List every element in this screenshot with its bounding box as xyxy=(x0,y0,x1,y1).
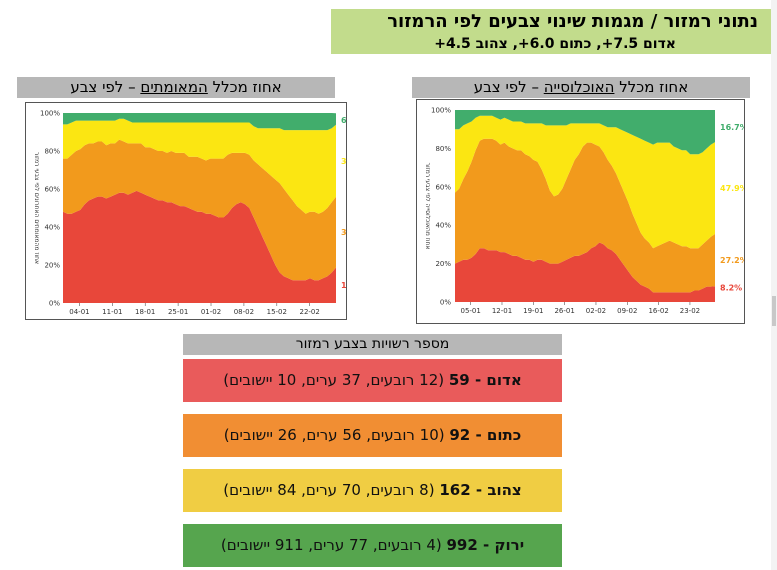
population-chart-svg: 0% 20% 40% 60% 80% 100% 05-01 12-01 19-01 26-01 02… xyxy=(424,107,744,316)
authority-details: (8 רובעים, 70 ערים, 84 יישובים) xyxy=(223,481,440,499)
authority-separator: - xyxy=(477,536,495,554)
series-end-label: 37.2% xyxy=(341,228,346,237)
y-tick-label: 40% xyxy=(44,224,60,232)
x-tick-label: 12-01 xyxy=(492,307,512,315)
authority-color-name: צהוב xyxy=(487,481,522,499)
area-green xyxy=(63,113,336,131)
area-yellow xyxy=(63,118,336,214)
y-tick-label: 0% xyxy=(49,300,60,308)
y-tick-label: 20% xyxy=(435,260,451,268)
x-tick-label: 05-01 xyxy=(460,307,480,315)
y-tick-label: 80% xyxy=(435,145,451,153)
x-tick-label: 08-02 xyxy=(234,308,254,316)
y-axis-label: אחוז מהאוכלוסייה לפי צבעי רמזור xyxy=(424,163,431,250)
authority-count: 59 xyxy=(448,371,470,389)
authority-details: (12 רובעים, 37 ערים, 10 יישובים) xyxy=(223,371,449,389)
authority-color-name: ירוק xyxy=(494,536,525,554)
y-tick-label: 0% xyxy=(440,299,451,307)
authority-row-2: צהוב - 162 (8 רובעים, 70 ערים, 84 יישובי… xyxy=(183,469,562,512)
authority-row-3: ירוק - 992 (4 רובעים, 77 ערים, 911 יישוב… xyxy=(183,524,562,567)
authority-details: (10 רובעים, 56 ערים, 26 יישובים) xyxy=(223,426,450,444)
authority-color-count: צהוב - 162 xyxy=(439,481,521,499)
y-tick-label: 80% xyxy=(44,148,60,156)
authority-separator: - xyxy=(470,426,487,444)
authority-row-1: כתום - 92 (10 רובעים, 56 ערים, 26 יישובי… xyxy=(183,414,562,457)
confirmed-header-underlined: המאומתים xyxy=(140,78,208,96)
population-header-underlined: האוכלוסייה xyxy=(543,78,615,96)
authority-separator: - xyxy=(470,481,488,499)
x-tick-label: 22-02 xyxy=(300,308,320,316)
x-tick-label: 19-01 xyxy=(523,307,543,315)
confirmed-chart-header: אחוז מכלל המאומתים – לפי צבע xyxy=(17,77,335,98)
area-red xyxy=(455,242,715,302)
population-header-post: – לפי צבע xyxy=(473,78,544,96)
x-tick-label: 02-02 xyxy=(586,307,606,315)
population-chart: 0% 20% 40% 60% 80% 100% 05-01 12-01 19-01 26-01 02… xyxy=(416,99,745,324)
page-title: נתוני רמזור / מגמות שינוי צבעים לפי הרמז… xyxy=(387,11,758,32)
series-end-label: 6.1% xyxy=(341,116,346,125)
authority-row-0: אדום - 59 (12 רובעים, 37 ערים, 10 יישובי… xyxy=(183,359,562,402)
x-tick-label: 26-01 xyxy=(554,307,574,315)
x-tick-label: 18-01 xyxy=(135,308,155,316)
population-header-pre: אחוז מכלל xyxy=(614,78,689,96)
y-tick-label: 20% xyxy=(44,262,60,270)
x-tick-label: 04-01 xyxy=(69,308,89,316)
series-end-label: 8.2% xyxy=(720,283,742,292)
area-green xyxy=(455,110,715,155)
x-tick-label: 23-02 xyxy=(680,307,700,315)
area-orange xyxy=(63,139,336,281)
authority-separator: - xyxy=(469,371,487,389)
x-tick-label: 11-01 xyxy=(102,308,122,316)
authority-count: 162 xyxy=(439,481,471,499)
authority-count: 92 xyxy=(449,426,471,444)
confirmed-header-pre: אחוז מכלל xyxy=(207,78,282,96)
title-box: נתוני רמזור / מגמות שינוי צבעים לפי הרמז… xyxy=(331,9,771,54)
series-end-label: 18.7% xyxy=(341,281,346,290)
population-chart-header: אחוז מכלל האוכלוסייה – לפי צבע xyxy=(412,77,750,98)
series-end-label: 27.2% xyxy=(720,256,744,265)
series-end-label: 47.9% xyxy=(720,184,744,193)
authority-color-count: ירוק - 992 xyxy=(447,536,525,554)
series-end-label: 16.7% xyxy=(720,123,744,132)
confirmed-chart: 0% 20% 40% 60% 80% 100% 04-01 11-01 18-01 25-01 01… xyxy=(25,102,347,320)
y-tick-label: 100% xyxy=(40,110,60,118)
authority-color-name: כתום xyxy=(486,426,522,444)
authority-color-name: אדום xyxy=(486,371,522,389)
x-tick-label: 09-02 xyxy=(617,307,637,315)
series-end-label: 37.9% xyxy=(341,157,346,166)
confirmed-chart-svg: 0% 20% 40% 60% 80% 100% 04-01 11-01 18-01 25-01 01… xyxy=(33,110,346,317)
y-tick-label: 40% xyxy=(435,222,451,230)
authority-color-count: כתום - 92 xyxy=(449,426,521,444)
area-orange xyxy=(455,138,715,293)
confirmed-header-post: – לפי צבע xyxy=(70,78,141,96)
y-axis-label: אחוז מהמאומתים האחרונים לפי צבעי רמזור xyxy=(33,152,40,264)
y-tick-label: 60% xyxy=(44,186,60,194)
scrollbar-thumb[interactable] xyxy=(772,296,776,326)
scrollbar[interactable] xyxy=(771,0,777,570)
area-yellow xyxy=(455,115,715,249)
page-subtitle: אדום 7.5+, כתום 6.0+, צהוב 4.5+ xyxy=(434,36,676,52)
authority-details: (4 רובעים, 77 ערים, 911 יישובים) xyxy=(220,536,447,554)
authority-count: 992 xyxy=(446,536,478,554)
area-red xyxy=(63,190,336,303)
x-tick-label: 16-02 xyxy=(648,307,668,315)
y-tick-label: 60% xyxy=(435,183,451,191)
x-tick-label: 25-01 xyxy=(168,308,188,316)
authority-color-count: אדום - 59 xyxy=(449,371,522,389)
authorities-header: מספר רשויות בצבע רמזור xyxy=(183,334,562,355)
x-tick-label: 15-02 xyxy=(267,308,287,316)
y-tick-label: 100% xyxy=(431,107,451,115)
x-tick-label: 01-02 xyxy=(201,308,221,316)
